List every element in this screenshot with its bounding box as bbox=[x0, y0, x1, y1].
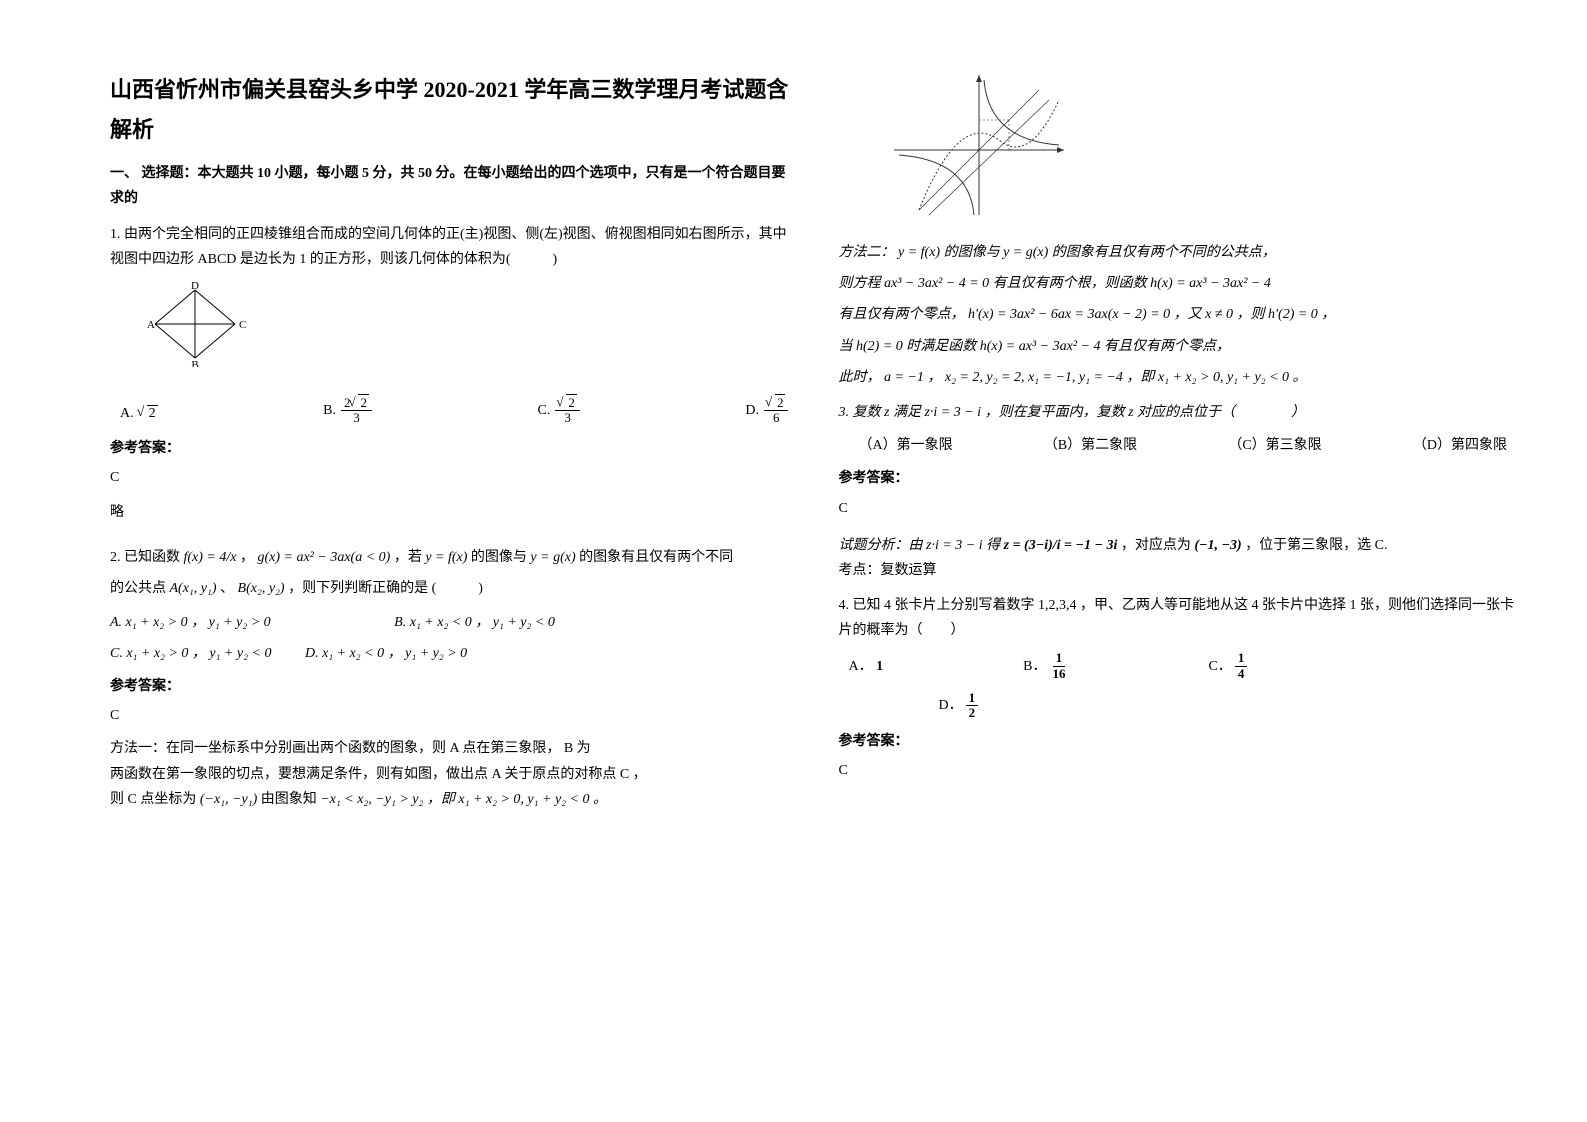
q2-method1-l3: 则 C 点坐标为 (−x₁, −y₁) 由图象知 −x₁ < x₂, −y₁ >… bbox=[110, 787, 799, 812]
q2-opt-c: C. x₁ + x₂ > 0 ， y₁ + y₂ < 0 bbox=[110, 646, 271, 661]
q2-method2-l2: 则方程 ax³ − 3ax² − 4 = 0 有且仅有两个根，则函数 h(x) … bbox=[839, 271, 1528, 296]
opt-d-label: D. bbox=[745, 398, 759, 423]
frac-icon: 1 4 bbox=[1235, 651, 1248, 681]
exam-title: 山西省忻州市偏关县窑头乡中学 2020-2021 学年高三数学理月考试题含解析 bbox=[110, 70, 799, 149]
q1-note: 略 bbox=[110, 500, 799, 525]
section1-header: 一、 选择题：本大题共 10 小题，每小题 5 分，共 50 分。在每小题给出的… bbox=[110, 161, 799, 211]
q3-text: 3. 复数 z 满足 z·i = 3 − i ，则在复平面内，复数 z 对应的点… bbox=[839, 400, 1528, 425]
q1-opt-b: B. 22 3 bbox=[323, 396, 372, 426]
q2-opt-a: A. x₁ + x₂ > 0 ， y₁ + y₂ > 0 bbox=[110, 615, 271, 630]
q2-method1-l2: 两函数在第一象限的切点，要想满足条件，则有如图，做出点 A 关于原点的对称点 C… bbox=[110, 762, 799, 787]
vertex-d: D bbox=[191, 282, 199, 292]
opt-c-label: C. bbox=[538, 398, 551, 423]
q2-answer: C bbox=[110, 703, 799, 728]
q4-text: 4. 已知 4 张卡片上分别写着数字 1,2,3,4 ，甲、乙两人等可能地从这 … bbox=[839, 593, 1528, 643]
sqrt-icon: 2 bbox=[139, 401, 158, 426]
q4-opt-b: B． 1 16 bbox=[1023, 651, 1068, 681]
q3-opt-c: （C）第三象限 bbox=[1228, 433, 1321, 458]
frac-icon: 22 3 bbox=[341, 396, 372, 426]
q3-analysis: 试题分析：由 z·i = 3 − i 得 z = (3−i)/i = −1 − … bbox=[839, 533, 1528, 558]
q2-options: A. x₁ + x₂ > 0 ， y₁ + y₂ > 0 B. x₁ + x₂ … bbox=[110, 610, 799, 666]
q2-method2-l3: 有且仅有两个零点， h'(x) = 3ax² − 6ax = 3ax(x − 2… bbox=[839, 302, 1528, 327]
q1-options: A. 2 B. 22 3 C. 2 3 D. 2 6 bbox=[120, 396, 789, 426]
q1-opt-c: C. 2 3 bbox=[538, 396, 580, 426]
q2-method2-l1: 方法二： y = f(x) 的图像与 y = g(x) 的图象有且仅有两个不同的… bbox=[839, 240, 1528, 265]
graph-svg bbox=[889, 70, 1069, 220]
q2-method2-l5: 此时， a = −1 ， x₂ = 2, y₂ = 2, x₁ = −1, y₁… bbox=[839, 365, 1528, 390]
q3-topic: 考点：复数运算 bbox=[839, 558, 1528, 583]
left-column: 山西省忻州市偏关县窑头乡中学 2020-2021 学年高三数学理月考试题含解析 … bbox=[90, 70, 819, 1082]
q2-text: 2. 已知函数 f(x) = 4/x ， g(x) = ax² − 3ax(a … bbox=[110, 545, 799, 570]
vertex-a: A bbox=[147, 319, 155, 331]
q1-text: 1. 由两个完全相同的正四棱锥组合而成的空间几何体的正(主)视图、侧(左)视图、… bbox=[110, 222, 799, 272]
q2-method1-l1: 方法一：在同一坐标系中分别画出两个函数的图象，则 A 点在第三象限， B 为 bbox=[110, 736, 799, 761]
q4-opt-a: A． 1 bbox=[849, 654, 884, 679]
q4-options-abc: A． 1 B． 1 16 C． 1 4 bbox=[849, 651, 1528, 681]
q4-opt-c: C． 1 4 bbox=[1208, 651, 1247, 681]
q1-answer-label: 参考答案： bbox=[110, 436, 799, 461]
q3-options: （A）第一象限 （B）第二象限 （C）第三象限 （D）第四象限 bbox=[859, 433, 1508, 458]
right-column: 方法二： y = f(x) 的图像与 y = g(x) 的图象有且仅有两个不同的… bbox=[819, 70, 1548, 1082]
q3-opt-b: （B）第二象限 bbox=[1044, 433, 1137, 458]
q4-opt-d: D． 1 2 bbox=[939, 691, 1528, 721]
q2-method2-l4: 当 h(2) = 0 时满足函数 h(x) = ax³ − 3ax² − 4 有… bbox=[839, 334, 1528, 359]
q3-opt-a: （A）第一象限 bbox=[859, 433, 953, 458]
q3-opt-d: （D）第四象限 bbox=[1413, 433, 1507, 458]
opt-b-label: B. bbox=[323, 398, 336, 423]
q3-answer: C bbox=[839, 496, 1528, 521]
frac-icon: 1 16 bbox=[1049, 651, 1068, 681]
q2-opt-b: B. x₁ + x₂ < 0 ， y₁ + y₂ < 0 bbox=[394, 615, 555, 630]
rhombus-svg: D A C B bbox=[140, 282, 250, 367]
q4-answer-label: 参考答案： bbox=[839, 729, 1528, 754]
frac-icon: 1 2 bbox=[966, 691, 979, 721]
q2-line2: 的公共点 A(x₁, y₁) 、 B(x₂, y₂) ，则下列判断正确的是 ( … bbox=[110, 576, 799, 601]
q2-opt-d: D. x₁ + x₂ < 0 ， y₁ + y₂ > 0 bbox=[305, 646, 467, 661]
q1-opt-a: A. 2 bbox=[120, 401, 158, 426]
frac-icon: 2 6 bbox=[764, 396, 789, 426]
frac-icon: 2 3 bbox=[555, 396, 580, 426]
vertex-c: C bbox=[239, 319, 246, 331]
q1-opt-d: D. 2 6 bbox=[745, 396, 788, 426]
q4-answer: C bbox=[839, 758, 1528, 783]
vertex-b: B bbox=[191, 359, 198, 367]
q1-answer: C bbox=[110, 465, 799, 490]
q3-answer-label: 参考答案： bbox=[839, 466, 1528, 491]
opt-a-label: A. bbox=[120, 401, 134, 426]
q2-answer-label: 参考答案： bbox=[110, 674, 799, 699]
rhombus-diagram: D A C B bbox=[140, 282, 799, 376]
function-graph-diagram bbox=[889, 70, 1069, 220]
